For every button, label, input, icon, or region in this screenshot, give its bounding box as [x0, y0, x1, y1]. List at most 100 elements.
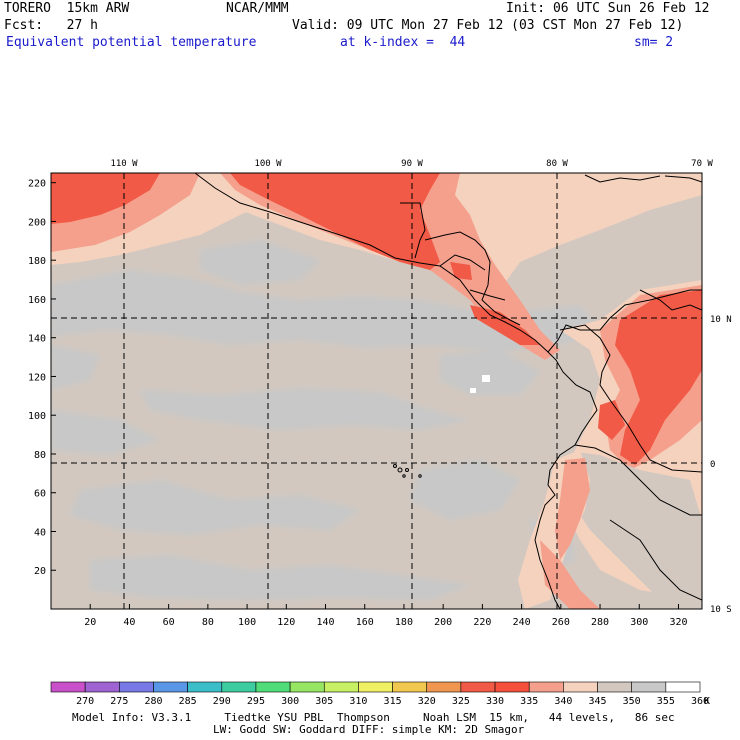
forecast-hour: Fcst: 27 h: [4, 18, 98, 33]
cuba-coast: [584, 174, 661, 183]
x-tick-label: 180: [395, 617, 413, 628]
galapagos-4: [418, 474, 422, 478]
colorbar-swatch: [358, 681, 393, 693]
costa-rica-core: [470, 305, 540, 345]
lat-label: 10 S: [710, 605, 732, 615]
init-time: Init: 06 UTC Sun 26 Feb 12: [506, 1, 710, 16]
colorbar-label: 310: [349, 696, 367, 707]
venezuela-coast: [639, 289, 702, 311]
temperature-field: [51, 173, 702, 609]
level-index: at k-index = 44: [340, 35, 466, 50]
colorbar-swatch: [426, 681, 462, 693]
smoothing: sm= 2: [634, 35, 674, 50]
x-tick-label: 260: [552, 617, 570, 628]
colorbar: 270 275 280 285 290 295 300 305 310 315 320 325 330 3…: [50, 681, 710, 707]
colorbar-label: 280: [144, 696, 162, 707]
colorbar-unit: K: [704, 696, 710, 707]
amazon-grey: [560, 450, 702, 600]
pacific-coast: [194, 173, 702, 353]
cool-swaths: [51, 240, 702, 600]
hispaniola-coast: [664, 175, 702, 183]
y-axis: 20 40 60 80 100 120 140 160 180 200 220: [28, 179, 56, 577]
colorbar-label: 285: [179, 696, 197, 707]
model-info: Model Info: V3.3.1 Tiedtke YSU PBL Thomp…: [72, 711, 675, 724]
cold-spot-2: [470, 388, 476, 393]
colorbar-swatch: [50, 681, 86, 693]
colorbar-swatch: [187, 681, 223, 693]
galapagos-1: [397, 467, 403, 473]
colorbar-swatch: [119, 681, 154, 693]
colorbar-label: 355: [657, 696, 675, 707]
cold-spot: [482, 375, 490, 382]
caribbean-coast: [424, 231, 521, 326]
colorbar-swatch: [460, 681, 496, 693]
y-tick-label: 140: [28, 334, 46, 345]
colorbar-swatch: [323, 681, 359, 693]
y-tick-label: 20: [34, 566, 46, 577]
ecuador-peru-border: [574, 444, 702, 516]
organization: NCAR/MMM: [226, 1, 289, 16]
lon-label: 80 W: [546, 159, 568, 169]
colorbar-swatch: [631, 681, 667, 693]
galapagos-5: [402, 474, 406, 478]
x-tick-label: 80: [202, 617, 214, 628]
x-axis: 20 40 60 80 100 120 140 160 180 200 220 240 260 280 30…: [84, 604, 688, 628]
sa-core: [615, 290, 702, 465]
colorbar-label: 275: [110, 696, 128, 707]
inner-border-2: [469, 289, 506, 301]
lon-labels: 110 W 100 W 90 W 80 W 70 W: [110, 159, 713, 169]
lat-labels: 10 N 0 10 S: [710, 315, 732, 615]
x-tick-label: 220: [473, 617, 491, 628]
x-tick-label: 100: [238, 617, 256, 628]
colorbar-label: 315: [384, 696, 402, 707]
colorbar-swatch: [153, 681, 188, 693]
lon-label: 70 W: [691, 159, 713, 169]
peru-brazil-border: [609, 519, 702, 601]
colorbar-swatch: [84, 681, 120, 693]
lat-label: 10 N: [710, 315, 732, 325]
colorbar-label: 345: [588, 696, 606, 707]
andes-mid: [555, 458, 590, 560]
colorbar-label: 350: [623, 696, 641, 707]
centam-mid: [220, 173, 560, 360]
colorbar-swatch: [289, 681, 325, 693]
colorbar-label: 330: [486, 696, 504, 707]
y-tick-label: 160: [28, 295, 46, 306]
colorbar-label: 335: [520, 696, 538, 707]
y-tick-label: 40: [34, 527, 46, 538]
colorbar-swatch: [563, 681, 598, 693]
mexico-guatemala-border: [400, 202, 426, 259]
galapagos-3: [405, 468, 409, 472]
honduras-core: [450, 262, 472, 280]
y-tick-label: 80: [34, 450, 46, 461]
colorbar-swatch: [221, 681, 257, 693]
colorbar-label: 290: [213, 696, 231, 707]
y-tick-label: 220: [28, 179, 46, 190]
colorbar-swatch: [494, 681, 530, 693]
physics-info: LW: Godd SW: Goddard DIFF: simple KM: 2D…: [213, 723, 525, 736]
x-tick-label: 280: [591, 617, 609, 628]
x-tick-label: 140: [316, 617, 334, 628]
colorbar-label: 300: [281, 696, 299, 707]
x-tick-label: 240: [513, 617, 531, 628]
colorbar-swatch: [597, 681, 632, 693]
andes-south: [540, 540, 600, 609]
lon-label: 110 W: [110, 159, 138, 169]
x-tick-label: 120: [277, 617, 295, 628]
galapagos-2: [393, 464, 397, 468]
colorbar-label: 325: [452, 696, 470, 707]
colorbar-swatch: [528, 681, 564, 693]
map-frame: [50, 172, 703, 610]
y-tick-label: 60: [34, 489, 46, 500]
inner-border-1: [439, 254, 486, 271]
colorbar-swatch: [392, 681, 428, 693]
colombia-border: [559, 324, 702, 473]
lat-label: 0: [710, 460, 715, 470]
y-tick-label: 120: [28, 372, 46, 383]
x-tick-label: 200: [434, 617, 452, 628]
pacific-warm-core: [51, 173, 160, 224]
field-name: Equivalent potential temperature: [6, 35, 257, 50]
x-tick-label: 20: [84, 617, 96, 628]
y-tick-label: 200: [28, 217, 46, 228]
colorbar-swatch: [665, 681, 701, 693]
